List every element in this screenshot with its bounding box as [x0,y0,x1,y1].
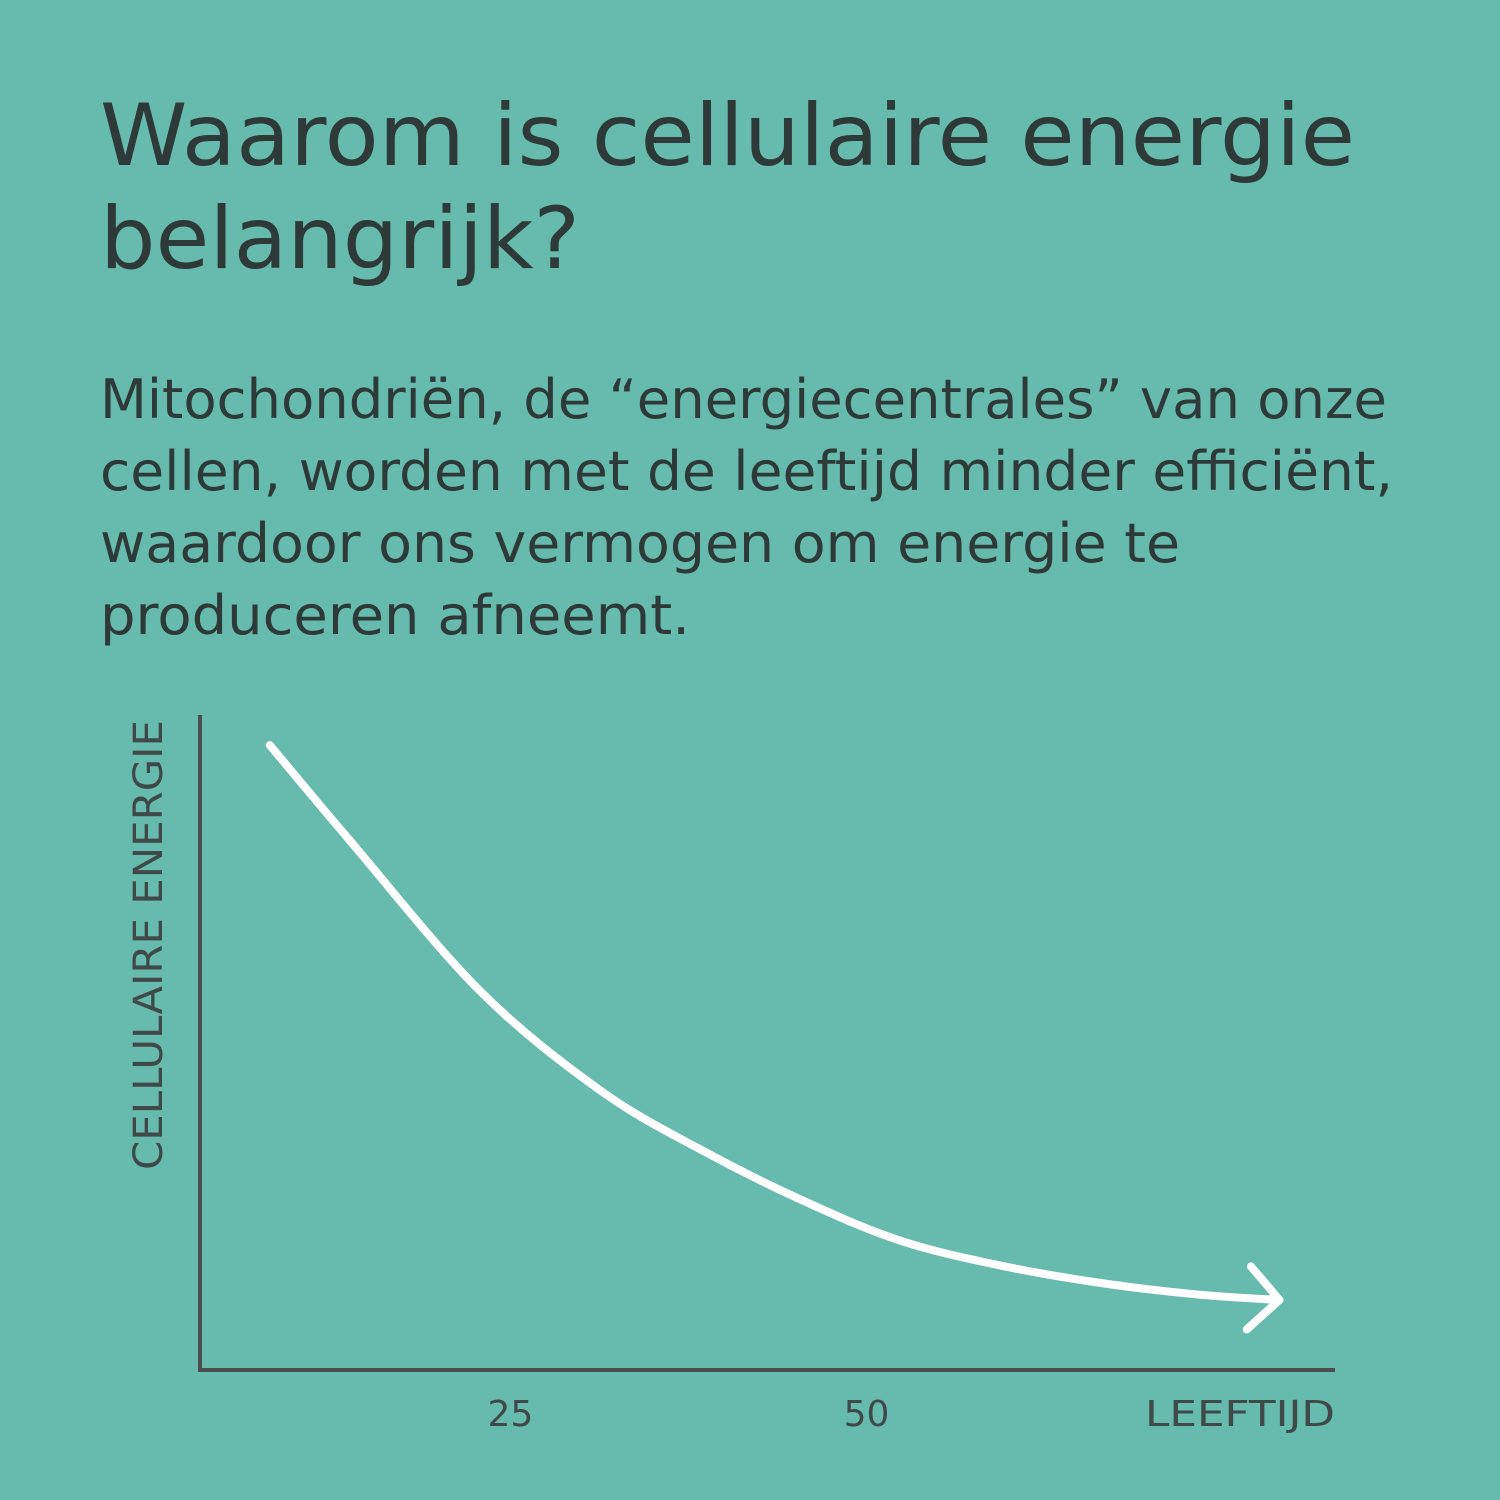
x-axis-label: LEEFTIJD [1145,1394,1335,1435]
arrow-head [1242,1262,1284,1334]
curve [265,741,1284,1304]
title-line: belangrijk? [100,189,580,289]
axes [198,715,1335,1372]
description-line: waardoor ons vermogen om energie te [100,512,1180,575]
y-axis-label: CELLULAIRE ENERGIE [126,720,172,1170]
title-line: Waarom is cellulaire energie [100,86,1355,186]
description-line: cellen, worden met de leeftijd minder ef… [100,440,1393,503]
description-line: Mitochondriën, de “energiecentrales” van… [100,368,1387,431]
x-tick-label: 25 [488,1394,534,1435]
x-tick-label: 50 [844,1394,890,1435]
description-line: produceren afneemt. [100,584,690,647]
